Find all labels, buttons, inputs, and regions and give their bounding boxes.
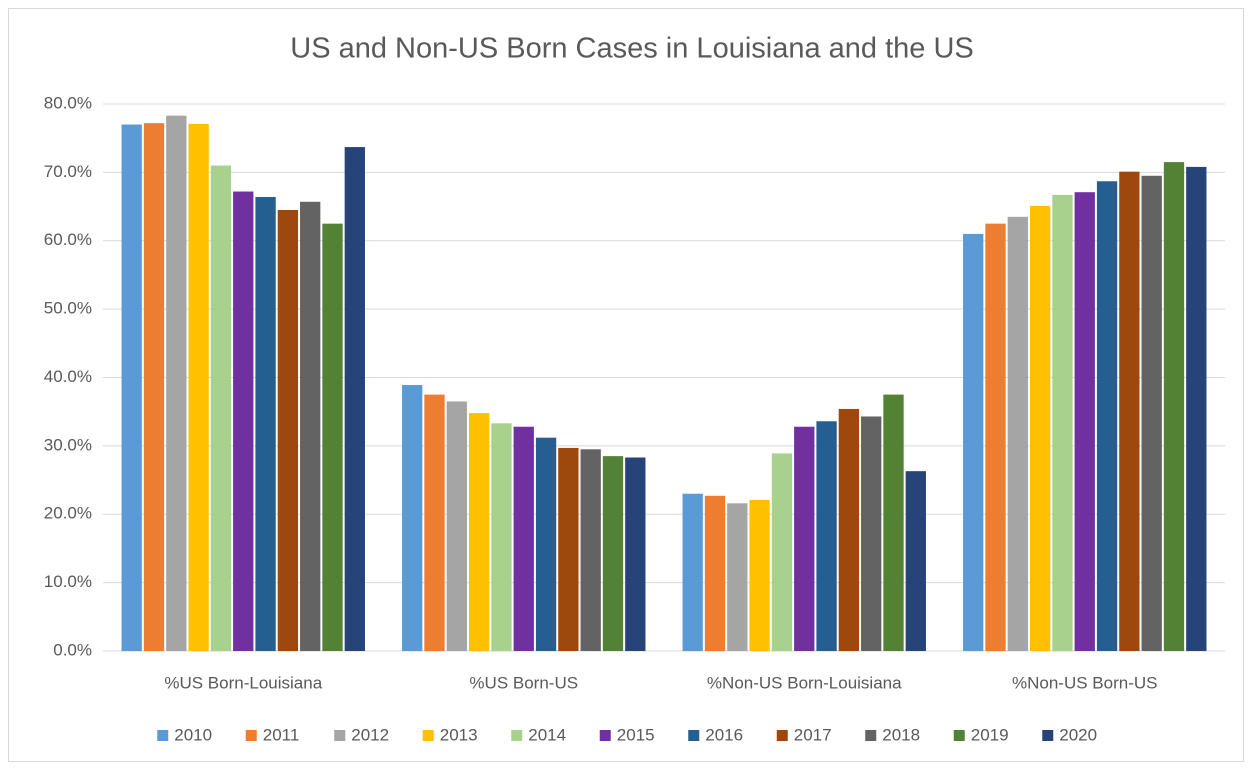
bar [625,457,646,651]
legend-swatch [334,730,346,741]
chart-title: US and Non-US Born Cases in Louisiana an… [290,33,974,65]
bar [535,437,557,651]
bar [210,165,232,651]
bar [1186,166,1207,651]
bar [424,394,445,651]
y-tick-label: 0.0% [53,640,92,659]
y-tick-label: 50.0% [44,299,92,318]
bar [121,124,142,651]
y-tick-label: 80.0% [44,93,92,112]
legend-swatch [953,730,965,741]
bar [580,449,601,651]
bar [233,191,254,651]
bar [513,426,534,651]
legend-swatch [422,730,434,741]
bar [905,471,926,651]
bar [1052,194,1073,651]
bar [861,416,882,651]
legend-swatch [688,730,700,741]
x-tick-label: %Non-US Born-Louisiana [707,673,902,692]
legend-label: 2013 [440,725,478,744]
legend-swatch [1042,730,1054,741]
bar [1029,205,1051,651]
bar [1007,216,1028,651]
bar [1163,162,1185,651]
bar [838,408,860,651]
bar [1119,171,1140,651]
legend-label: 2020 [1059,725,1097,744]
bar [682,493,703,651]
bar [816,421,837,651]
bar [188,123,209,652]
bar [1141,175,1162,651]
y-tick-label: 40.0% [44,367,92,386]
legend-swatch [865,730,877,741]
bar [963,233,984,651]
legend-label: 2014 [528,725,566,744]
bar [1074,192,1095,652]
legend-label: 2012 [351,725,389,744]
x-tick-label: %US Born-US [469,673,578,692]
bar [255,196,276,652]
y-tick-label: 60.0% [44,230,92,249]
legend-label: 2019 [971,725,1009,744]
y-tick-label: 10.0% [44,572,92,591]
bar [166,115,187,651]
bar [749,499,770,651]
y-tick-label: 70.0% [44,162,92,181]
legend-swatch [599,730,611,741]
legend-label: 2010 [174,725,212,744]
bar [558,447,579,651]
legend-swatch [157,730,169,741]
bar [344,147,365,652]
x-tick-label: %Non-US Born-US [1012,673,1158,692]
legend-swatch [511,730,523,741]
legend-label: 2015 [617,725,655,744]
bar [883,394,904,651]
bar [704,495,726,651]
bar [491,423,512,651]
bar [468,413,490,651]
bar [1096,181,1118,652]
legend-label: 2016 [705,725,743,744]
bar [402,385,423,651]
bar [446,401,467,651]
x-tick-label: %US Born-Louisiana [164,673,322,692]
y-tick-label: 20.0% [44,504,92,523]
bar [277,209,299,651]
legend-swatch [776,730,788,741]
bar [602,456,624,651]
bar [300,201,321,651]
legend-label: 2011 [263,725,300,744]
bar [985,223,1006,651]
bar [727,503,748,651]
legend-swatch [245,730,257,741]
bar [143,123,165,651]
y-tick-label: 30.0% [44,435,92,454]
bar [322,223,343,651]
legend-label: 2017 [794,725,832,744]
bar [794,426,815,651]
legend-label: 2018 [882,725,920,744]
bar [771,453,793,651]
